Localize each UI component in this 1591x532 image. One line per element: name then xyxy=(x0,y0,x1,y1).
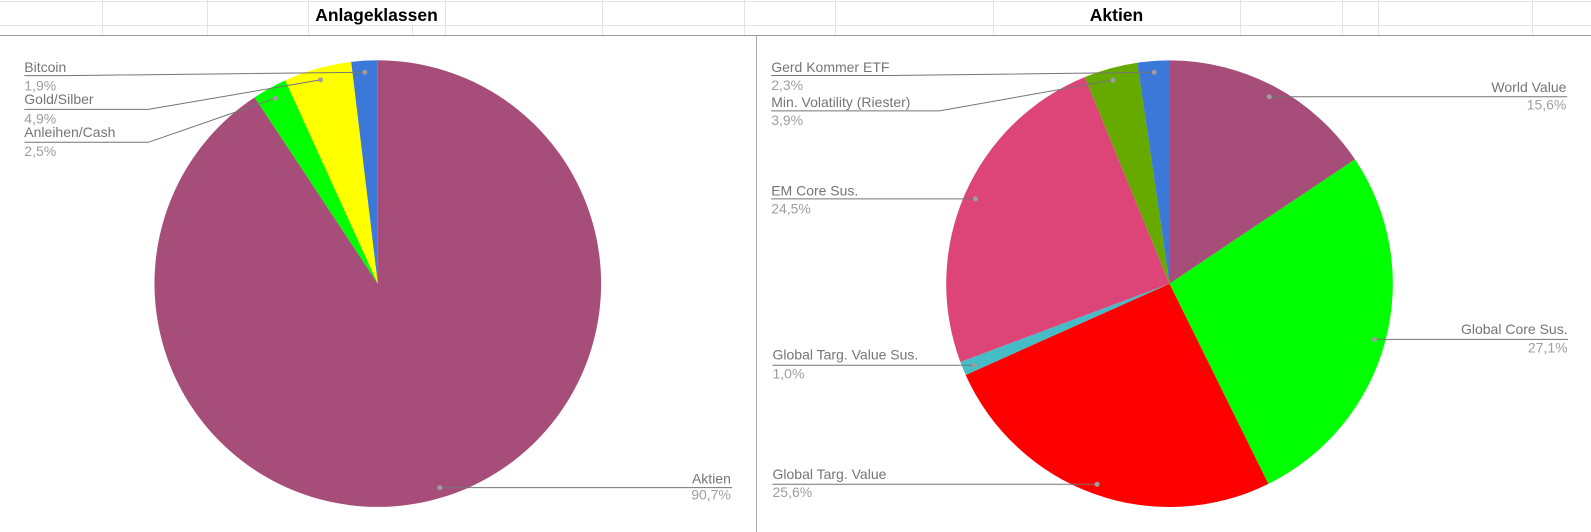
svg-text:1,9%: 1,9% xyxy=(24,78,56,94)
svg-text:15,6%: 15,6% xyxy=(1527,97,1567,113)
svg-text:25,6%: 25,6% xyxy=(773,484,813,500)
svg-text:Global Core Sus.: Global Core Sus. xyxy=(1461,321,1568,337)
svg-text:2,3%: 2,3% xyxy=(771,77,803,93)
svg-text:EM Core Sus.: EM Core Sus. xyxy=(771,183,858,199)
svg-text:Global Targ. Value Sus.: Global Targ. Value Sus. xyxy=(773,347,919,363)
svg-text:Aktien: Aktien xyxy=(692,470,731,486)
svg-text:Min. Volatility (Riester): Min. Volatility (Riester) xyxy=(771,94,910,110)
svg-text:Gold/Silber: Gold/Silber xyxy=(24,91,94,107)
svg-text:World Value: World Value xyxy=(1491,79,1566,95)
svg-text:27,1%: 27,1% xyxy=(1528,339,1568,355)
svg-text:Global Targ. Value: Global Targ. Value xyxy=(773,466,887,482)
svg-text:3,9%: 3,9% xyxy=(771,112,803,128)
svg-text:2,5%: 2,5% xyxy=(24,143,56,159)
svg-text:24,5%: 24,5% xyxy=(771,201,811,217)
svg-text:1,0%: 1,0% xyxy=(773,366,805,382)
svg-text:90,7%: 90,7% xyxy=(691,487,731,503)
svg-text:4,9%: 4,9% xyxy=(24,110,56,126)
svg-text:Bitcoin: Bitcoin xyxy=(24,59,66,75)
svg-text:Gerd Kommer ETF: Gerd Kommer ETF xyxy=(771,59,889,75)
svg-text:Anleihen/Cash: Anleihen/Cash xyxy=(24,124,115,140)
